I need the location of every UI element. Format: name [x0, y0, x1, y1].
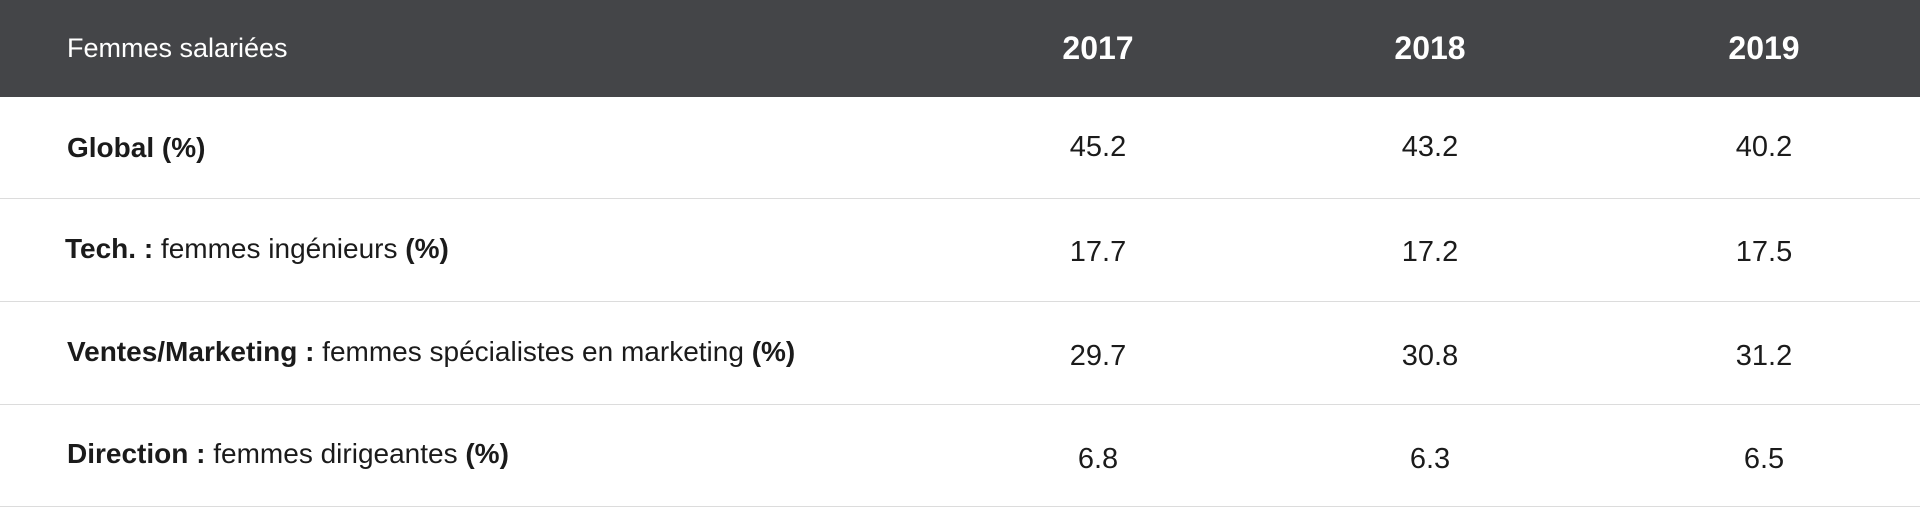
row-label: Ventes/Marketing : femmes spécialistes e…	[67, 303, 795, 401]
row-label-bold: Global (%)	[67, 132, 206, 163]
cell-2017: 6.8	[1077, 443, 1119, 475]
header-year-2019: 2019	[1728, 30, 1800, 66]
cell-2018: 17.2	[1401, 236, 1459, 268]
cell-2019: 31.2	[1735, 340, 1793, 372]
table-row: Global (%) 45.2 43.2 40.2	[0, 97, 1920, 199]
row-label-text: femmes dirigeantes	[205, 438, 466, 469]
row-label: Tech. : femmes ingénieurs (%)	[65, 200, 449, 298]
cell-2018: 6.3	[1409, 443, 1451, 475]
row-label-bold: Direction :	[67, 438, 206, 469]
row-label-unit: (%)	[405, 233, 449, 264]
table-row: Direction : femmes dirigeantes (%) 6.8 6…	[0, 406, 1920, 507]
header-year-2017: 2017	[1062, 30, 1134, 66]
row-label: Global (%)	[67, 97, 205, 198]
row-label-text: femmes spécialistes en marketing	[314, 336, 752, 367]
row-label-unit: (%)	[751, 336, 796, 367]
table-row: Ventes/Marketing : femmes spécialistes e…	[0, 303, 1920, 405]
cell-2019: 6.5	[1743, 443, 1785, 475]
row-label-text: femmes ingénieurs	[153, 233, 406, 264]
cell-2017: 45.2	[1069, 131, 1127, 163]
cell-2018: 30.8	[1401, 340, 1459, 372]
cell-2018: 43.2	[1401, 131, 1459, 163]
cell-2017: 29.7	[1069, 340, 1127, 372]
row-label: Direction : femmes dirigeantes (%)	[67, 406, 509, 501]
cell-2019: 17.5	[1735, 236, 1793, 268]
table-row: Tech. : femmes ingénieurs (%) 17.7 17.2 …	[0, 200, 1920, 302]
row-label-unit: (%)	[465, 438, 509, 469]
row-label-bold: Ventes/Marketing :	[67, 336, 315, 367]
row-label-bold: Tech. :	[65, 233, 154, 264]
cell-2017: 17.7	[1069, 236, 1127, 268]
header-year-2018: 2018	[1394, 30, 1466, 66]
header-label: Femmes salariées	[67, 33, 288, 63]
table-header: Femmes salariées 2017 2018 2019	[0, 0, 1920, 97]
cell-2019: 40.2	[1735, 131, 1793, 163]
